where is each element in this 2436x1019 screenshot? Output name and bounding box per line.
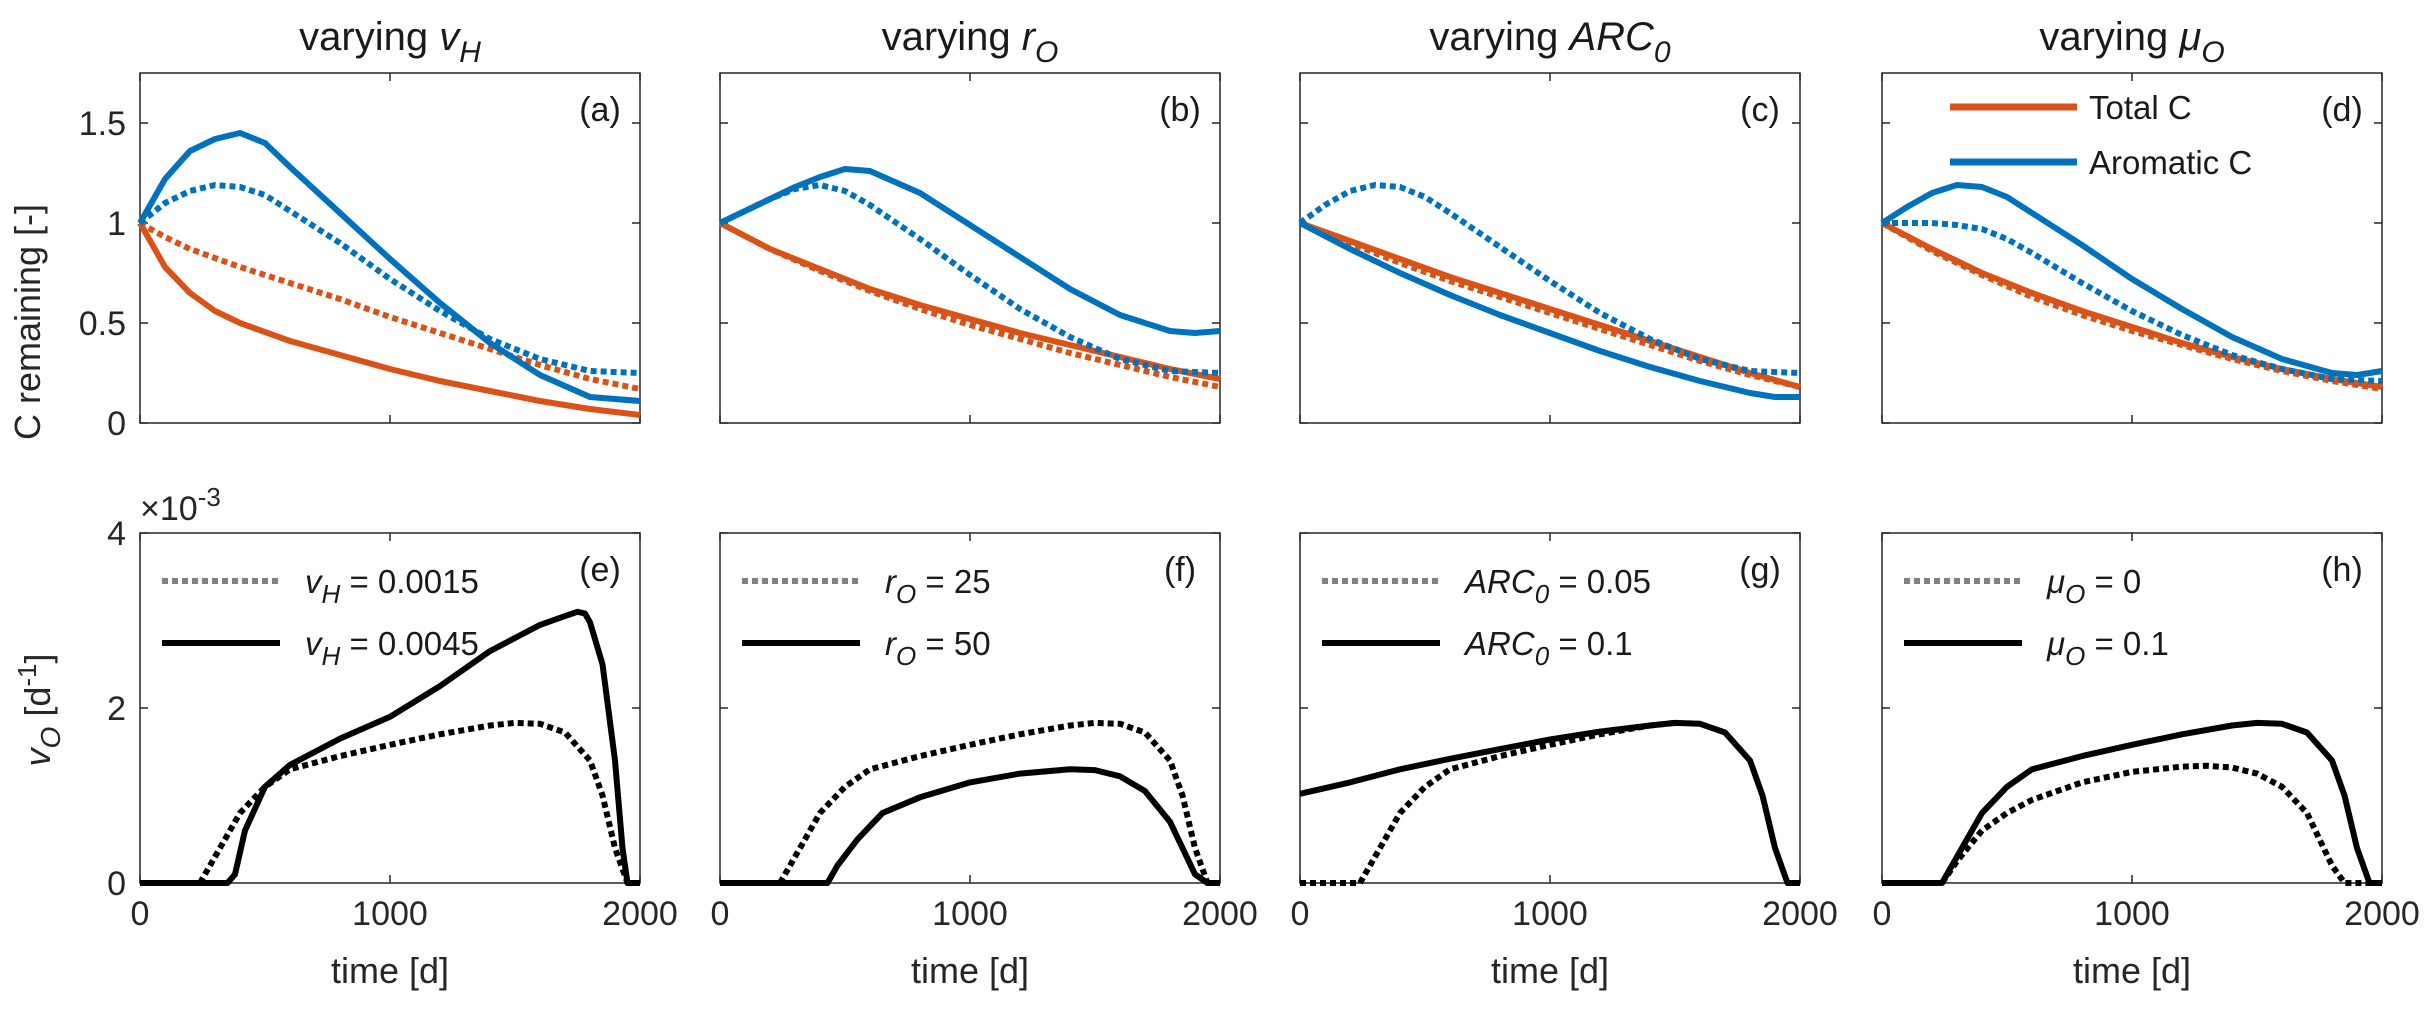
- legend-label: ARC0 = 0.1: [1463, 625, 1633, 671]
- series-line-total-solid: [1880, 220, 2383, 390]
- x-axis-label: time [d]: [911, 950, 1029, 991]
- column-title: varying ARC0: [1429, 15, 1671, 69]
- column-titles: varying vH varying rO varying ARC0 varying …: [299, 15, 2225, 69]
- y-axis-labels: C remaining [-] vO [d-1]: [7, 204, 66, 767]
- series-line-black-solid: [720, 766, 1220, 886]
- x-tick-label: 0: [1873, 895, 1892, 933]
- x-tick-label: 2000: [2344, 895, 2420, 933]
- x-tick-label: 0: [1291, 895, 1310, 933]
- series-line-aromatic-dotted: [1298, 182, 1801, 376]
- y-tick-label: 1.5: [79, 105, 126, 143]
- y-tick-label: 1: [107, 205, 126, 243]
- x-axis-label: time [d]: [2073, 950, 2191, 991]
- panel-e: 0 1000 2000 0 2 4 time [d] (e) vH = 0.0015 vH = 0…: [107, 515, 678, 991]
- panel-d: (d) Total C Aromatic C: [1880, 72, 2383, 424]
- legend-label: μO = 0.1: [2046, 625, 2169, 671]
- x-axis-label: time [d]: [331, 950, 449, 991]
- x-tick-label: 0: [131, 895, 150, 933]
- column-title: varying vH: [299, 15, 481, 69]
- series-line-black-solid: [140, 608, 640, 886]
- x-tick-label: 1000: [352, 895, 428, 933]
- series-line-aromatic-dotted: [138, 182, 641, 376]
- y-tick-label: 2: [107, 690, 126, 728]
- panel-label: (c): [1740, 91, 1780, 129]
- panel-h: 0 1000 2000 time [d] (h) μO = 0 μO = 0.1: [1873, 532, 2420, 991]
- x-axis-label: time [d]: [1491, 950, 1609, 991]
- series-line-aromatic-solid: [1298, 220, 1800, 400]
- x-tick-label: 0: [711, 895, 730, 933]
- series-line-black-solid: [1299, 719, 1800, 886]
- series-line-total-solid: [718, 220, 1221, 382]
- panel-g: 0 1000 2000 time [d] (g) ARC0 = 0.05 ARC0 = 0.…: [1291, 532, 1838, 991]
- y-tick-label: 0: [107, 865, 126, 903]
- panels: 0 0.5 1 1.5 (a) (b) (c) (d) Total C Aromatic C 0 10…: [79, 72, 2420, 991]
- series-line-aromatic-dotted: [1882, 220, 2383, 384]
- series-line-black-dotted: [1882, 762, 2382, 886]
- legend-label: Aromatic C: [2089, 144, 2252, 181]
- panel-label: (f): [1164, 551, 1196, 589]
- legend-label: Total C: [2089, 89, 2192, 126]
- y-exponent-label: ×10-3: [140, 482, 221, 528]
- series-line-black-dotted: [720, 719, 1220, 886]
- top-ylabel: C remaining [-]: [7, 204, 48, 440]
- y-tick-label: 4: [107, 515, 126, 553]
- x-tick-label: 2000: [1762, 895, 1838, 933]
- y-tick-label: 0: [107, 405, 126, 443]
- series-line-aromatic-solid: [718, 166, 1221, 336]
- series-line-total-solid: [137, 221, 641, 418]
- series-line-aromatic-solid: [137, 130, 641, 404]
- x-tick-label: 1000: [2094, 895, 2170, 933]
- y-tick-label: 0.5: [79, 305, 126, 343]
- legend-label: vH = 0.0015: [305, 563, 479, 609]
- x-tick-label: 1000: [1512, 895, 1588, 933]
- panel-c: (c): [1298, 72, 1801, 424]
- series-line-black-dotted: [1300, 719, 1676, 886]
- legend-label: vH = 0.0045: [305, 625, 479, 671]
- series-line-black-solid: [1882, 719, 2382, 886]
- series-line-total-dotted: [138, 220, 641, 392]
- panel-label: (d): [2321, 91, 2363, 129]
- legend-label: rO = 50: [885, 625, 991, 671]
- panel-label: (a): [579, 91, 621, 129]
- series-line-aromatic-dotted: [718, 182, 1221, 376]
- series-line-black-dotted: [140, 719, 640, 886]
- panel-label: (g): [1739, 551, 1781, 589]
- column-title: varying rO: [882, 15, 1059, 69]
- panel-label: (h): [2321, 551, 2363, 589]
- x-tick-label: 2000: [602, 895, 678, 933]
- x-tick-label: 2000: [1182, 895, 1258, 933]
- panel-b: (b): [718, 72, 1221, 424]
- legend-label: ARC0 = 0.05: [1463, 563, 1651, 609]
- bottom-ylabel: vO [d-1]: [12, 654, 66, 767]
- panel-f: 0 1000 2000 time [d] (f) rO = 25 rO = 50: [711, 532, 1258, 991]
- panel-a: 0 0.5 1 1.5 (a): [79, 72, 641, 443]
- panel-label: (b): [1159, 91, 1201, 129]
- panel-label: (e): [579, 551, 621, 589]
- column-title: varying μO: [2039, 15, 2224, 69]
- legend-label: rO = 25: [885, 563, 991, 609]
- x-tick-label: 1000: [932, 895, 1008, 933]
- series-line-aromatic-solid: [1880, 182, 2383, 378]
- legend-label: μO = 0: [2046, 563, 2141, 609]
